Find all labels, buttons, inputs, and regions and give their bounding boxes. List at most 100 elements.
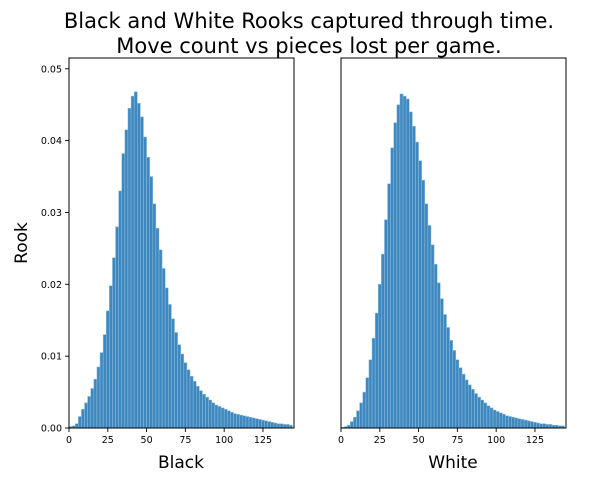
bar-black-31: [165, 288, 168, 428]
x-tick-label-white-1: 25: [374, 435, 386, 446]
bar-black-14: [112, 258, 115, 428]
bar-black-34: [175, 332, 178, 428]
bar-black-13: [109, 286, 112, 428]
bar-black-11: [103, 335, 106, 428]
bar-white-33: [443, 314, 446, 428]
bar-black-39: [190, 376, 193, 428]
bar-white-59: [524, 420, 527, 428]
x-tick-label-white-3: 75: [451, 435, 463, 446]
bar-white-58: [521, 419, 524, 428]
bar-black-26: [150, 177, 153, 428]
bar-white-6: [360, 403, 363, 428]
bar-black-28: [156, 228, 159, 428]
bar-white-35: [450, 340, 453, 428]
bar-black-30: [162, 269, 165, 428]
bar-black-5: [85, 403, 88, 428]
x-tick-label-black-3: 75: [179, 435, 191, 446]
bar-white-17: [394, 123, 397, 428]
y-tick-label-0: 0.00: [41, 424, 62, 435]
x-tick-label-black-5: 125: [254, 435, 272, 446]
x-tick-label-black-4: 100: [215, 435, 233, 446]
bar-white-22: [409, 112, 412, 428]
x-tick-label-black-0: 0: [66, 435, 72, 446]
x-tick-label-white-2: 50: [413, 435, 425, 446]
bar-white-64: [540, 424, 543, 428]
bar-black-27: [153, 204, 156, 428]
bar-black-2: [75, 424, 78, 428]
bar-black-65: [271, 422, 274, 428]
bar-black-54: [237, 414, 240, 428]
bar-white-12: [378, 284, 381, 428]
bar-white-32: [440, 299, 443, 428]
bar-white-41: [468, 385, 471, 428]
bar-black-46: [212, 403, 215, 428]
bar-white-49: [493, 410, 496, 428]
bar-black-33: [171, 319, 174, 428]
bar-black-66: [274, 423, 277, 428]
bar-black-58: [249, 417, 252, 428]
x-axis-label-black: Black: [158, 453, 204, 473]
bar-white-48: [490, 408, 493, 428]
bar-white-57: [518, 419, 521, 428]
bar-black-22: [137, 103, 140, 428]
bar-black-18: [125, 130, 128, 428]
y-tick-label-5: 0.05: [41, 64, 62, 75]
bar-black-4: [81, 409, 84, 428]
bar-black-36: [181, 354, 184, 428]
bar-white-44: [478, 397, 481, 428]
bar-white-25: [419, 161, 422, 428]
bar-black-57: [246, 417, 249, 428]
chart-title-line-1: Black and White Rooks captured through t…: [64, 9, 554, 33]
y-tick-label-2: 0.02: [41, 280, 62, 291]
bar-white-62: [533, 422, 536, 428]
panel-white: 0 25 50 75 100 125: [338, 58, 566, 446]
x-tick-label-white-4: 100: [487, 435, 505, 446]
bar-white-40: [465, 380, 468, 428]
y-tick-label-4: 0.04: [41, 136, 62, 147]
y-tick-label-1: 0.01: [41, 352, 62, 363]
bar-black-48: [218, 406, 221, 428]
bar-black-10: [100, 353, 103, 428]
bar-white-8: [366, 378, 369, 428]
bar-black-7: [91, 388, 94, 428]
bar-black-64: [268, 422, 271, 428]
bar-black-61: [258, 419, 261, 428]
bar-white-23: [412, 126, 415, 428]
bar-black-12: [106, 311, 109, 428]
x-tick-label-black-2: 50: [141, 435, 153, 446]
bar-black-50: [224, 409, 227, 428]
bar-white-10: [372, 338, 375, 428]
bar-white-9: [369, 360, 372, 428]
panel-black: 0 25 50 75 100 125 0.00 0.01 0.02 0.03 0.04 0.05: [41, 58, 294, 446]
bar-white-18: [397, 105, 400, 428]
bar-white-15: [388, 184, 391, 428]
bar-black-38: [187, 370, 190, 428]
bar-white-31: [437, 283, 440, 428]
bar-black-52: [230, 412, 233, 428]
bar-black-15: [116, 227, 119, 428]
bar-black-43: [202, 394, 205, 428]
bar-white-5: [357, 411, 360, 428]
bar-black-37: [184, 363, 187, 428]
bar-white-39: [462, 374, 465, 428]
bar-black-45: [209, 400, 212, 428]
bar-white-67: [549, 424, 552, 428]
bar-white-13: [381, 254, 384, 428]
bar-white-21: [406, 99, 409, 428]
bar-black-9: [97, 367, 100, 428]
bar-white-37: [456, 360, 459, 428]
bar-white-65: [543, 424, 546, 428]
bar-black-53: [233, 414, 236, 428]
bar-white-51: [499, 413, 502, 428]
bar-black-63: [265, 421, 268, 428]
bar-white-66: [546, 424, 549, 428]
bar-white-16: [391, 148, 394, 428]
bar-black-56: [243, 416, 246, 428]
bar-white-11: [375, 313, 378, 428]
bar-white-54: [509, 417, 512, 428]
bar-black-25: [147, 157, 150, 428]
bar-black-24: [143, 137, 146, 428]
bar-black-59: [252, 418, 255, 428]
bar-white-30: [434, 264, 437, 428]
